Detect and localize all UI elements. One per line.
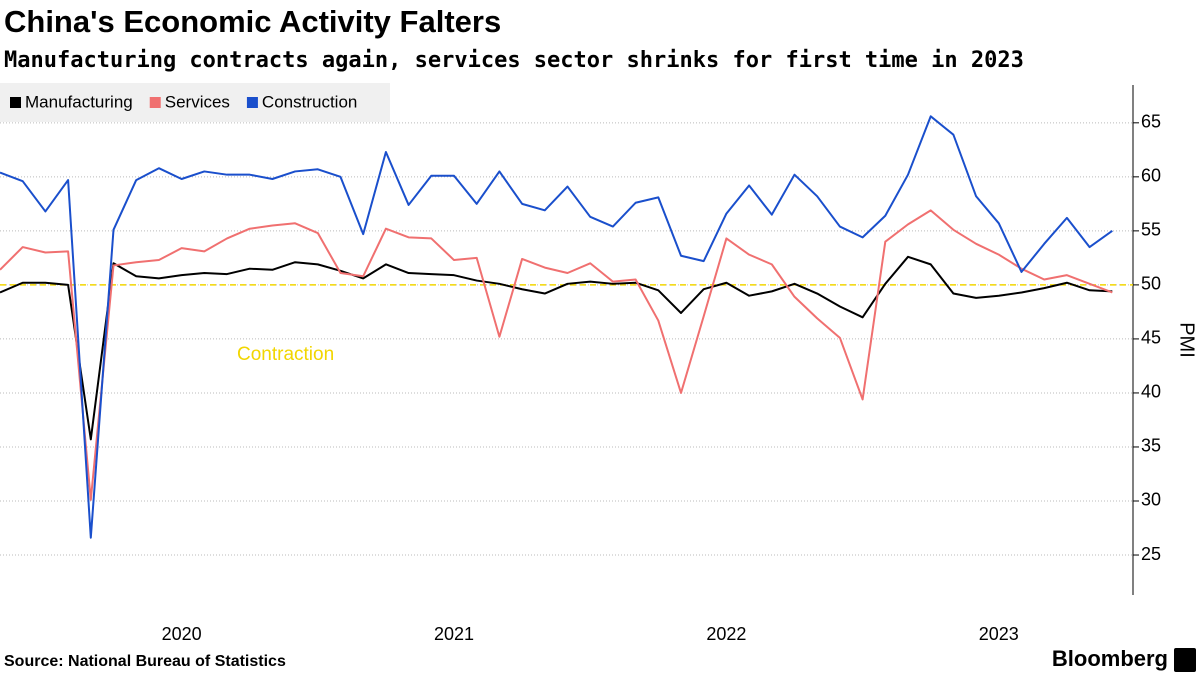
y-axis-label: PMI: [1176, 322, 1198, 358]
brand: Bloomberg: [1052, 646, 1168, 671]
y-tick-label: 65: [1141, 112, 1161, 132]
y-tick-label: 50: [1141, 274, 1161, 294]
x-tick-label: 2021: [434, 624, 474, 644]
x-tick-label: 2023: [979, 624, 1019, 644]
legend-swatch: [10, 97, 21, 108]
y-tick-label: 40: [1141, 382, 1161, 402]
y-tick-label: 30: [1141, 490, 1161, 510]
brand-icon: [1174, 648, 1196, 672]
x-tick-label: 2020: [162, 624, 202, 644]
legend-swatch: [149, 97, 161, 108]
legend-box: [0, 83, 390, 122]
y-tick-label: 55: [1141, 220, 1161, 240]
series-line: [0, 209, 1113, 501]
source: Source: National Bureau of Statistics: [4, 653, 286, 670]
annotation: Contraction: [237, 344, 334, 365]
y-tick-label: 35: [1141, 436, 1161, 456]
legend-label: Manufacturing: [25, 92, 133, 111]
chart-subtitle: Manufacturing contracts again, services …: [4, 48, 1024, 73]
y-tick-label: 60: [1141, 166, 1161, 186]
legend-swatch: [246, 97, 258, 108]
x-tick-label: 2022: [706, 624, 746, 644]
legend-label: Services: [165, 92, 230, 111]
y-tick-label: 45: [1141, 328, 1161, 348]
legend-label: Construction: [262, 92, 357, 111]
series-line: [0, 255, 1113, 441]
chart-title: China's Economic Activity Falters: [4, 4, 501, 39]
series-line: [0, 115, 1113, 539]
y-tick-label: 25: [1141, 544, 1161, 564]
